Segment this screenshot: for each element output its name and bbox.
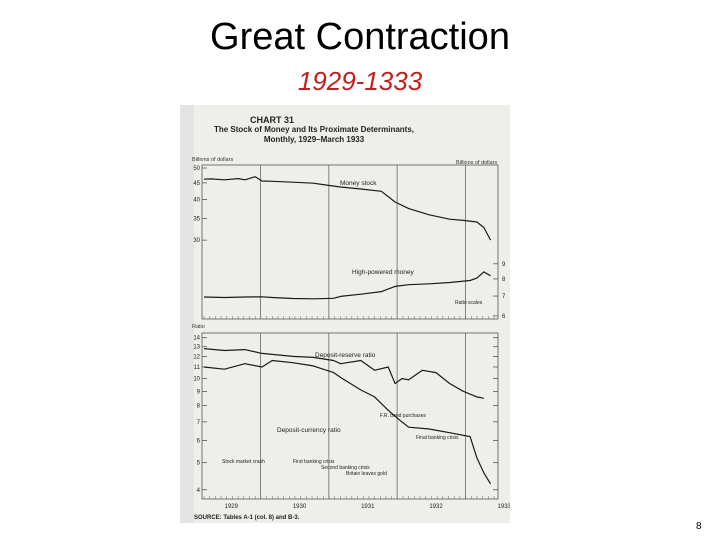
year-label: 1930: [293, 504, 307, 510]
upper-left-tick-label: 35: [193, 216, 200, 222]
slide-subtitle: 1929-1333: [297, 66, 423, 96]
annotation-fr-bond-purchases: F.R. bond purchases: [380, 413, 426, 419]
annotation-second-banking-crisis: Second banking crisis: [321, 465, 370, 471]
deposit-reserve-line: [203, 348, 484, 399]
lower-left-tick-label: 11: [194, 365, 201, 371]
deposit-reserve-label: Deposit-reserve ratio: [315, 352, 376, 359]
upper-right-axis-label: Billions of dollars: [456, 160, 498, 166]
money-stock-label: Money stock: [340, 180, 377, 187]
chart-title-box: The Stock of Money and Its Proximate Det…: [213, 125, 415, 144]
upper-left-tick-label: 30: [193, 238, 200, 244]
lower-left-tick-label: 9: [197, 389, 201, 395]
chart-title: The Stock of Money and Its Proximate Det…: [213, 125, 415, 144]
chart-label: CHART 31: [250, 115, 294, 125]
year-label: 1929: [225, 504, 239, 510]
deposit-currency-line: [203, 359, 492, 485]
scanned-chart: CHART 31 The Stock of Money and Its Prox…: [180, 105, 510, 523]
year-gridlines: [203, 165, 495, 499]
deposit-currency-label: Deposit-currency ratio: [277, 427, 341, 434]
lower-left-tick-label: 10: [193, 377, 200, 383]
lower-left-tick-label: 8: [197, 404, 201, 410]
series-lines: [203, 176, 492, 485]
scan-left-edge: [180, 105, 194, 523]
upper-left-tick-label: 40: [193, 198, 200, 204]
lower-left-tick-label: 6: [197, 439, 201, 445]
upper-left-tick-label: 50: [193, 166, 200, 172]
annotation-first-banking-crisis: First banking crisis: [293, 459, 335, 465]
lower-left-tick-label: 7: [197, 420, 201, 426]
upper-right-tick-label: 9: [502, 262, 506, 268]
lower-left-tick-label: 5: [197, 461, 201, 467]
annotation-final-banking-crisis: Final banking crisis: [416, 435, 459, 441]
lower-left-tick-label: 14: [193, 336, 200, 342]
lower-panel-frame: [201, 332, 499, 500]
annotation-britain-leaves-gold: Britain leaves gold: [346, 471, 387, 477]
lower-left-tick-label: 13: [193, 345, 200, 351]
lower-left-tick-label: 12: [193, 354, 200, 360]
ratio-scales-note: Ratio scales: [455, 300, 483, 306]
upper-left-tick-label: 45: [193, 181, 200, 187]
upper-panel-frame: [201, 164, 499, 320]
upper-left-ticks: 50 45 40 35 30: [193, 166, 207, 244]
upper-right-ticks: 9 8 7 6: [493, 262, 506, 320]
lower-left-ticks: 14 13 12 11 10 9 8 7 6 5 4: [193, 336, 498, 494]
upper-right-tick-label: 6: [502, 314, 506, 320]
upper-right-tick-label: 7: [502, 294, 506, 300]
lower-left-tick-label: 4: [197, 488, 201, 494]
year-label: 1932: [429, 504, 443, 510]
money-stock-line: [203, 176, 492, 241]
slide-title: Great Contraction: [210, 16, 510, 58]
upper-right-tick-label: 8: [502, 277, 506, 283]
year-labels: 1929 1930 1931 1932 1933: [225, 504, 510, 510]
annotation-stock-market-crash: Stock market crash: [222, 459, 265, 465]
high-powered-money-line: [203, 271, 491, 300]
scan-background: [180, 105, 510, 523]
year-label: 1933: [498, 504, 510, 510]
chart-source: SOURCE: Tables A-1 (col. 8) and B-3.: [194, 515, 300, 521]
lower-axis-label: Ratio: [192, 324, 205, 330]
page-number: 8: [696, 521, 702, 532]
year-label: 1931: [361, 504, 375, 510]
upper-left-axis-label: Billions of dollars: [192, 157, 234, 163]
high-powered-money-label: High-powered money: [352, 269, 415, 276]
